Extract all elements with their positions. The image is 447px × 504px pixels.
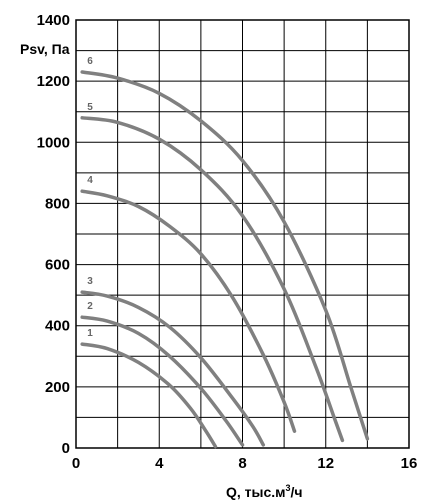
- series-labels: 1 2 3 4 5 6: [87, 56, 93, 339]
- y-tick-label: 400: [45, 318, 70, 335]
- series-label-2: 2: [87, 301, 93, 312]
- series-curve-2: [80, 315, 245, 447]
- y-tick-label: 600: [45, 257, 70, 274]
- series-curve-3: [80, 290, 266, 447]
- x-axis-title: Q, тыс.м3/ч: [226, 483, 303, 500]
- series-label-1: 1: [87, 328, 93, 339]
- series-label-5: 5: [87, 102, 93, 113]
- x-axis-title-main: Q, тыс.м: [226, 484, 286, 500]
- grid: [76, 20, 409, 448]
- x-tick-label: 0: [72, 455, 80, 472]
- series-label-4: 4: [87, 175, 93, 186]
- y-tick-label: 200: [45, 379, 70, 396]
- x-tick-label: 4: [155, 455, 164, 472]
- series-curve-5: [80, 116, 345, 443]
- series-curve-4: [80, 189, 297, 433]
- x-axis-title-superscript: 3: [286, 483, 291, 493]
- series-label-6: 6: [87, 56, 93, 67]
- plot-frame: [75, 19, 410, 449]
- y-tick-label: 0: [62, 440, 70, 457]
- x-tick-label: 16: [401, 455, 418, 472]
- y-tick-label: 1000: [37, 134, 70, 151]
- x-axis-title-tail: /ч: [291, 484, 303, 500]
- x-tick-label: 12: [317, 455, 334, 472]
- series-curve-1: [80, 342, 218, 449]
- y-tick-label: 1200: [37, 73, 70, 90]
- series-label-3: 3: [87, 276, 93, 287]
- x-tick-label: 8: [238, 455, 246, 472]
- y-axis-title: Psv, Па: [20, 41, 70, 57]
- series-curve-6: [80, 70, 370, 441]
- y-tick-label: 1400: [37, 12, 70, 29]
- y-tick-label: 800: [45, 195, 70, 212]
- series: [80, 70, 370, 449]
